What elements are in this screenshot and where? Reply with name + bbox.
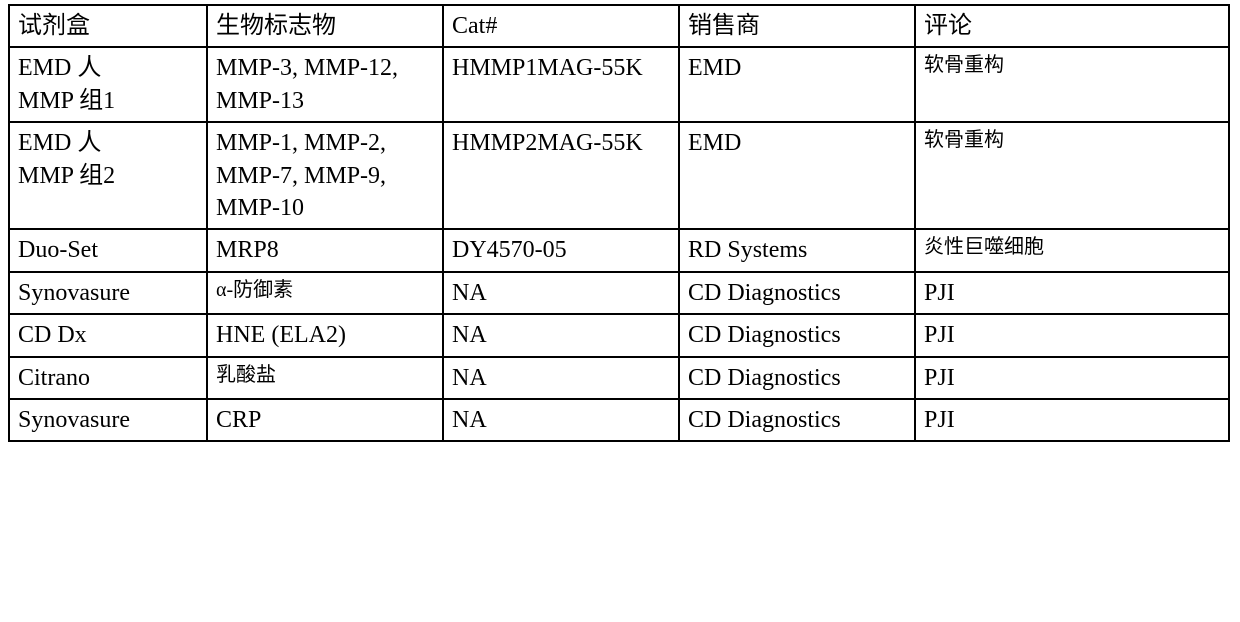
cell-comment: PJI [915, 272, 1229, 314]
cell-kit: Synovasure [9, 399, 207, 441]
cell-kit: CD Dx [9, 314, 207, 356]
cell-comment: 炎性巨噬细胞 [915, 229, 1229, 271]
col-comment: 评论 [915, 5, 1229, 47]
col-kit: 试剂盒 [9, 5, 207, 47]
cell-cat: DY4570-05 [443, 229, 679, 271]
cell-vendor: CD Diagnostics [679, 357, 915, 399]
cell-biomarker: 乳酸盐 [207, 357, 443, 399]
cell-comment: 软骨重构 [915, 122, 1229, 229]
cell-cat: NA [443, 399, 679, 441]
cell-kit: Duo-Set [9, 229, 207, 271]
cell-vendor: CD Diagnostics [679, 314, 915, 356]
cell-vendor: EMD [679, 47, 915, 122]
table-body: EMD 人MMP 组1MMP-3, MMP-12, MMP-13HMMP1MAG… [9, 47, 1229, 441]
table-row: SynovasureCRPNACD DiagnosticsPJI [9, 399, 1229, 441]
cell-vendor: RD Systems [679, 229, 915, 271]
cell-biomarker: HNE (ELA2) [207, 314, 443, 356]
cell-kit: EMD 人MMP 组1 [9, 47, 207, 122]
cell-biomarker: MMP-3, MMP-12, MMP-13 [207, 47, 443, 122]
cell-biomarker: CRP [207, 399, 443, 441]
table-row: Duo-SetMRP8DY4570-05RD Systems炎性巨噬细胞 [9, 229, 1229, 271]
cell-vendor: EMD [679, 122, 915, 229]
cell-kit: EMD 人MMP 组2 [9, 122, 207, 229]
cell-comment: PJI [915, 357, 1229, 399]
cell-biomarker: α-防御素 [207, 272, 443, 314]
col-cat: Cat# [443, 5, 679, 47]
table-row: Synovasureα-防御素NACD DiagnosticsPJI [9, 272, 1229, 314]
table-row: EMD 人MMP 组2MMP-1, MMP-2, MMP-7, MMP-9, M… [9, 122, 1229, 229]
cell-kit: Synovasure [9, 272, 207, 314]
cell-comment: 软骨重构 [915, 47, 1229, 122]
cell-vendor: CD Diagnostics [679, 272, 915, 314]
cell-cat: NA [443, 357, 679, 399]
cell-biomarker: MMP-1, MMP-2, MMP-7, MMP-9, MMP-10 [207, 122, 443, 229]
table-row: Citrano乳酸盐NACD DiagnosticsPJI [9, 357, 1229, 399]
cell-biomarker: MRP8 [207, 229, 443, 271]
cell-vendor: CD Diagnostics [679, 399, 915, 441]
cell-kit: Citrano [9, 357, 207, 399]
col-biomarker: 生物标志物 [207, 5, 443, 47]
cell-cat: NA [443, 314, 679, 356]
cell-cat: NA [443, 272, 679, 314]
cell-cat: HMMP1MAG-55K [443, 47, 679, 122]
cell-comment: PJI [915, 314, 1229, 356]
cell-comment: PJI [915, 399, 1229, 441]
col-vendor: 销售商 [679, 5, 915, 47]
cell-cat: HMMP2MAG-55K [443, 122, 679, 229]
reagent-kit-table: 试剂盒 生物标志物 Cat# 销售商 评论 EMD 人MMP 组1MMP-3, … [8, 4, 1230, 442]
table-header-row: 试剂盒 生物标志物 Cat# 销售商 评论 [9, 5, 1229, 47]
table-row: EMD 人MMP 组1MMP-3, MMP-12, MMP-13HMMP1MAG… [9, 47, 1229, 122]
table-row: CD DxHNE (ELA2)NACD DiagnosticsPJI [9, 314, 1229, 356]
